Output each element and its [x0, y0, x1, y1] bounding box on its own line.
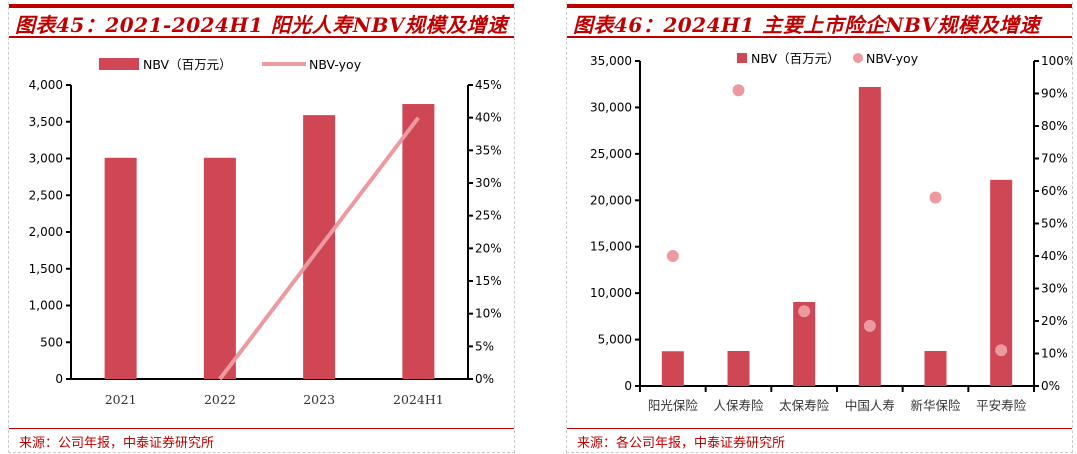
- legend-swatch-dot: [853, 53, 863, 63]
- bar: [793, 302, 816, 386]
- y2-tick-label: 40%: [1041, 249, 1068, 263]
- yoy-dot: [995, 344, 1008, 357]
- y2-tick-label: 20%: [475, 241, 502, 255]
- bar: [104, 157, 137, 379]
- y2-tick-label: 90%: [1041, 87, 1068, 101]
- legend-swatch-bar: [737, 53, 747, 63]
- chart-title: 图表46：2024H1 主要上市险企NBV规模及增速: [573, 13, 1040, 37]
- y2-tick-label: 50%: [1041, 217, 1068, 231]
- y2-tick-label: 20%: [1041, 314, 1068, 328]
- y2-tick-label: 100%: [1041, 54, 1072, 68]
- legend-label: NBV（百万元）: [143, 57, 232, 72]
- y-tick-label: 15,000: [590, 240, 632, 254]
- y-tick-label: 3,500: [29, 115, 63, 129]
- divider: [9, 428, 514, 429]
- y2-tick-label: 10%: [475, 307, 502, 321]
- chart-45: 0 500 1,000 1,500 2,000 2,500 3,000 3,500 4,000 0…: [29, 57, 502, 407]
- x-tick-label: 阳光保险: [648, 398, 699, 413]
- y-tick-label: 3,000: [29, 152, 63, 166]
- divider: [9, 36, 514, 38]
- chart-panel-45: 图表45：2021-2024H1 阳光人寿NBV规模及增速 0 500 1,000 1…: [8, 2, 515, 453]
- y-tick-label: 2,500: [29, 188, 63, 202]
- x-tick-label: 太保寿险: [779, 398, 830, 413]
- x-tick-label: 2022: [204, 392, 236, 407]
- x-tick-label: 2023: [303, 392, 335, 407]
- y2-tick-label: 5%: [475, 339, 494, 353]
- bar: [203, 157, 236, 379]
- divider: [567, 428, 1072, 429]
- y-tick-label: 4,000: [29, 78, 63, 92]
- chart-title: 图表45：2021-2024H1 阳光人寿NBV规模及增速: [15, 13, 508, 37]
- bar: [858, 87, 881, 386]
- x-tick-label: 2021: [105, 392, 137, 407]
- y-tick-label: 5,000: [598, 333, 632, 347]
- yoy-dot: [863, 319, 876, 332]
- y-tick-label: 30,000: [590, 100, 632, 114]
- y2-tick-label: 40%: [475, 111, 502, 125]
- bar: [924, 350, 947, 386]
- y2-tick-label: 45%: [475, 78, 502, 92]
- yoy-line: [218, 116, 420, 381]
- y2-tick-label: 10%: [1041, 347, 1068, 361]
- yoy-dot: [929, 191, 942, 204]
- legend-swatch-bar: [99, 58, 139, 70]
- source-note: 来源：公司年报，中泰证券研究所: [19, 436, 215, 451]
- legend-label: NBV（百万元）: [751, 51, 840, 66]
- x-tick-label: 中国人寿: [845, 398, 895, 413]
- bar: [402, 104, 435, 379]
- y-tick-label: 0: [55, 372, 63, 386]
- bar: [727, 350, 750, 386]
- y-tick-label: 35,000: [590, 54, 632, 68]
- title-bar: [9, 4, 514, 8]
- title-bar: [567, 4, 1072, 8]
- y2-tick-label: 30%: [475, 176, 502, 190]
- y2-tick-label: 70%: [1041, 152, 1068, 166]
- y-tick-label: 500: [40, 335, 63, 349]
- y-tick-label: 0: [624, 379, 632, 393]
- y2-tick-label: 35%: [475, 143, 502, 157]
- x-tick-label: 人保寿险: [713, 398, 764, 413]
- y2-tick-label: 25%: [475, 209, 502, 223]
- y-tick-label: 1,500: [29, 262, 63, 276]
- y-tick-label: 20,000: [590, 193, 632, 207]
- legend-label: NBV-yoy: [309, 57, 362, 72]
- divider: [567, 36, 1072, 38]
- x-tick-label: 2024H1: [393, 392, 444, 407]
- bar: [990, 179, 1013, 386]
- legend-label: NBV-yoy: [866, 51, 919, 66]
- source-note: 来源：各公司年报，中泰证券研究所: [577, 436, 786, 451]
- y2-tick-label: 60%: [1041, 184, 1068, 198]
- y2-tick-label: 0%: [1041, 379, 1060, 393]
- y-tick-label: 1,000: [29, 299, 63, 313]
- y2-tick-label: 30%: [1041, 282, 1068, 296]
- yoy-dot: [732, 84, 745, 97]
- y2-tick-label: 80%: [1041, 119, 1068, 133]
- y2-tick-label: 15%: [475, 274, 502, 288]
- chart-46: 0 5,000 10,000 15,000 20,000 25,000 30,000 35,0…: [590, 51, 1072, 413]
- y-tick-label: 25,000: [590, 147, 632, 161]
- y-tick-label: 10,000: [590, 286, 632, 300]
- bar: [661, 351, 684, 386]
- x-tick-label: 平安寿险: [976, 398, 1027, 413]
- y2-tick-label: 0%: [475, 372, 494, 386]
- y-tick-label: 2,000: [29, 225, 63, 239]
- yoy-dot: [798, 305, 811, 318]
- chart-panel-46: 图表46：2024H1 主要上市险企NBV规模及增速 0 5,000 10,000 1…: [566, 2, 1073, 453]
- x-tick-label: 新华保险: [910, 398, 961, 413]
- yoy-dot: [666, 250, 679, 262]
